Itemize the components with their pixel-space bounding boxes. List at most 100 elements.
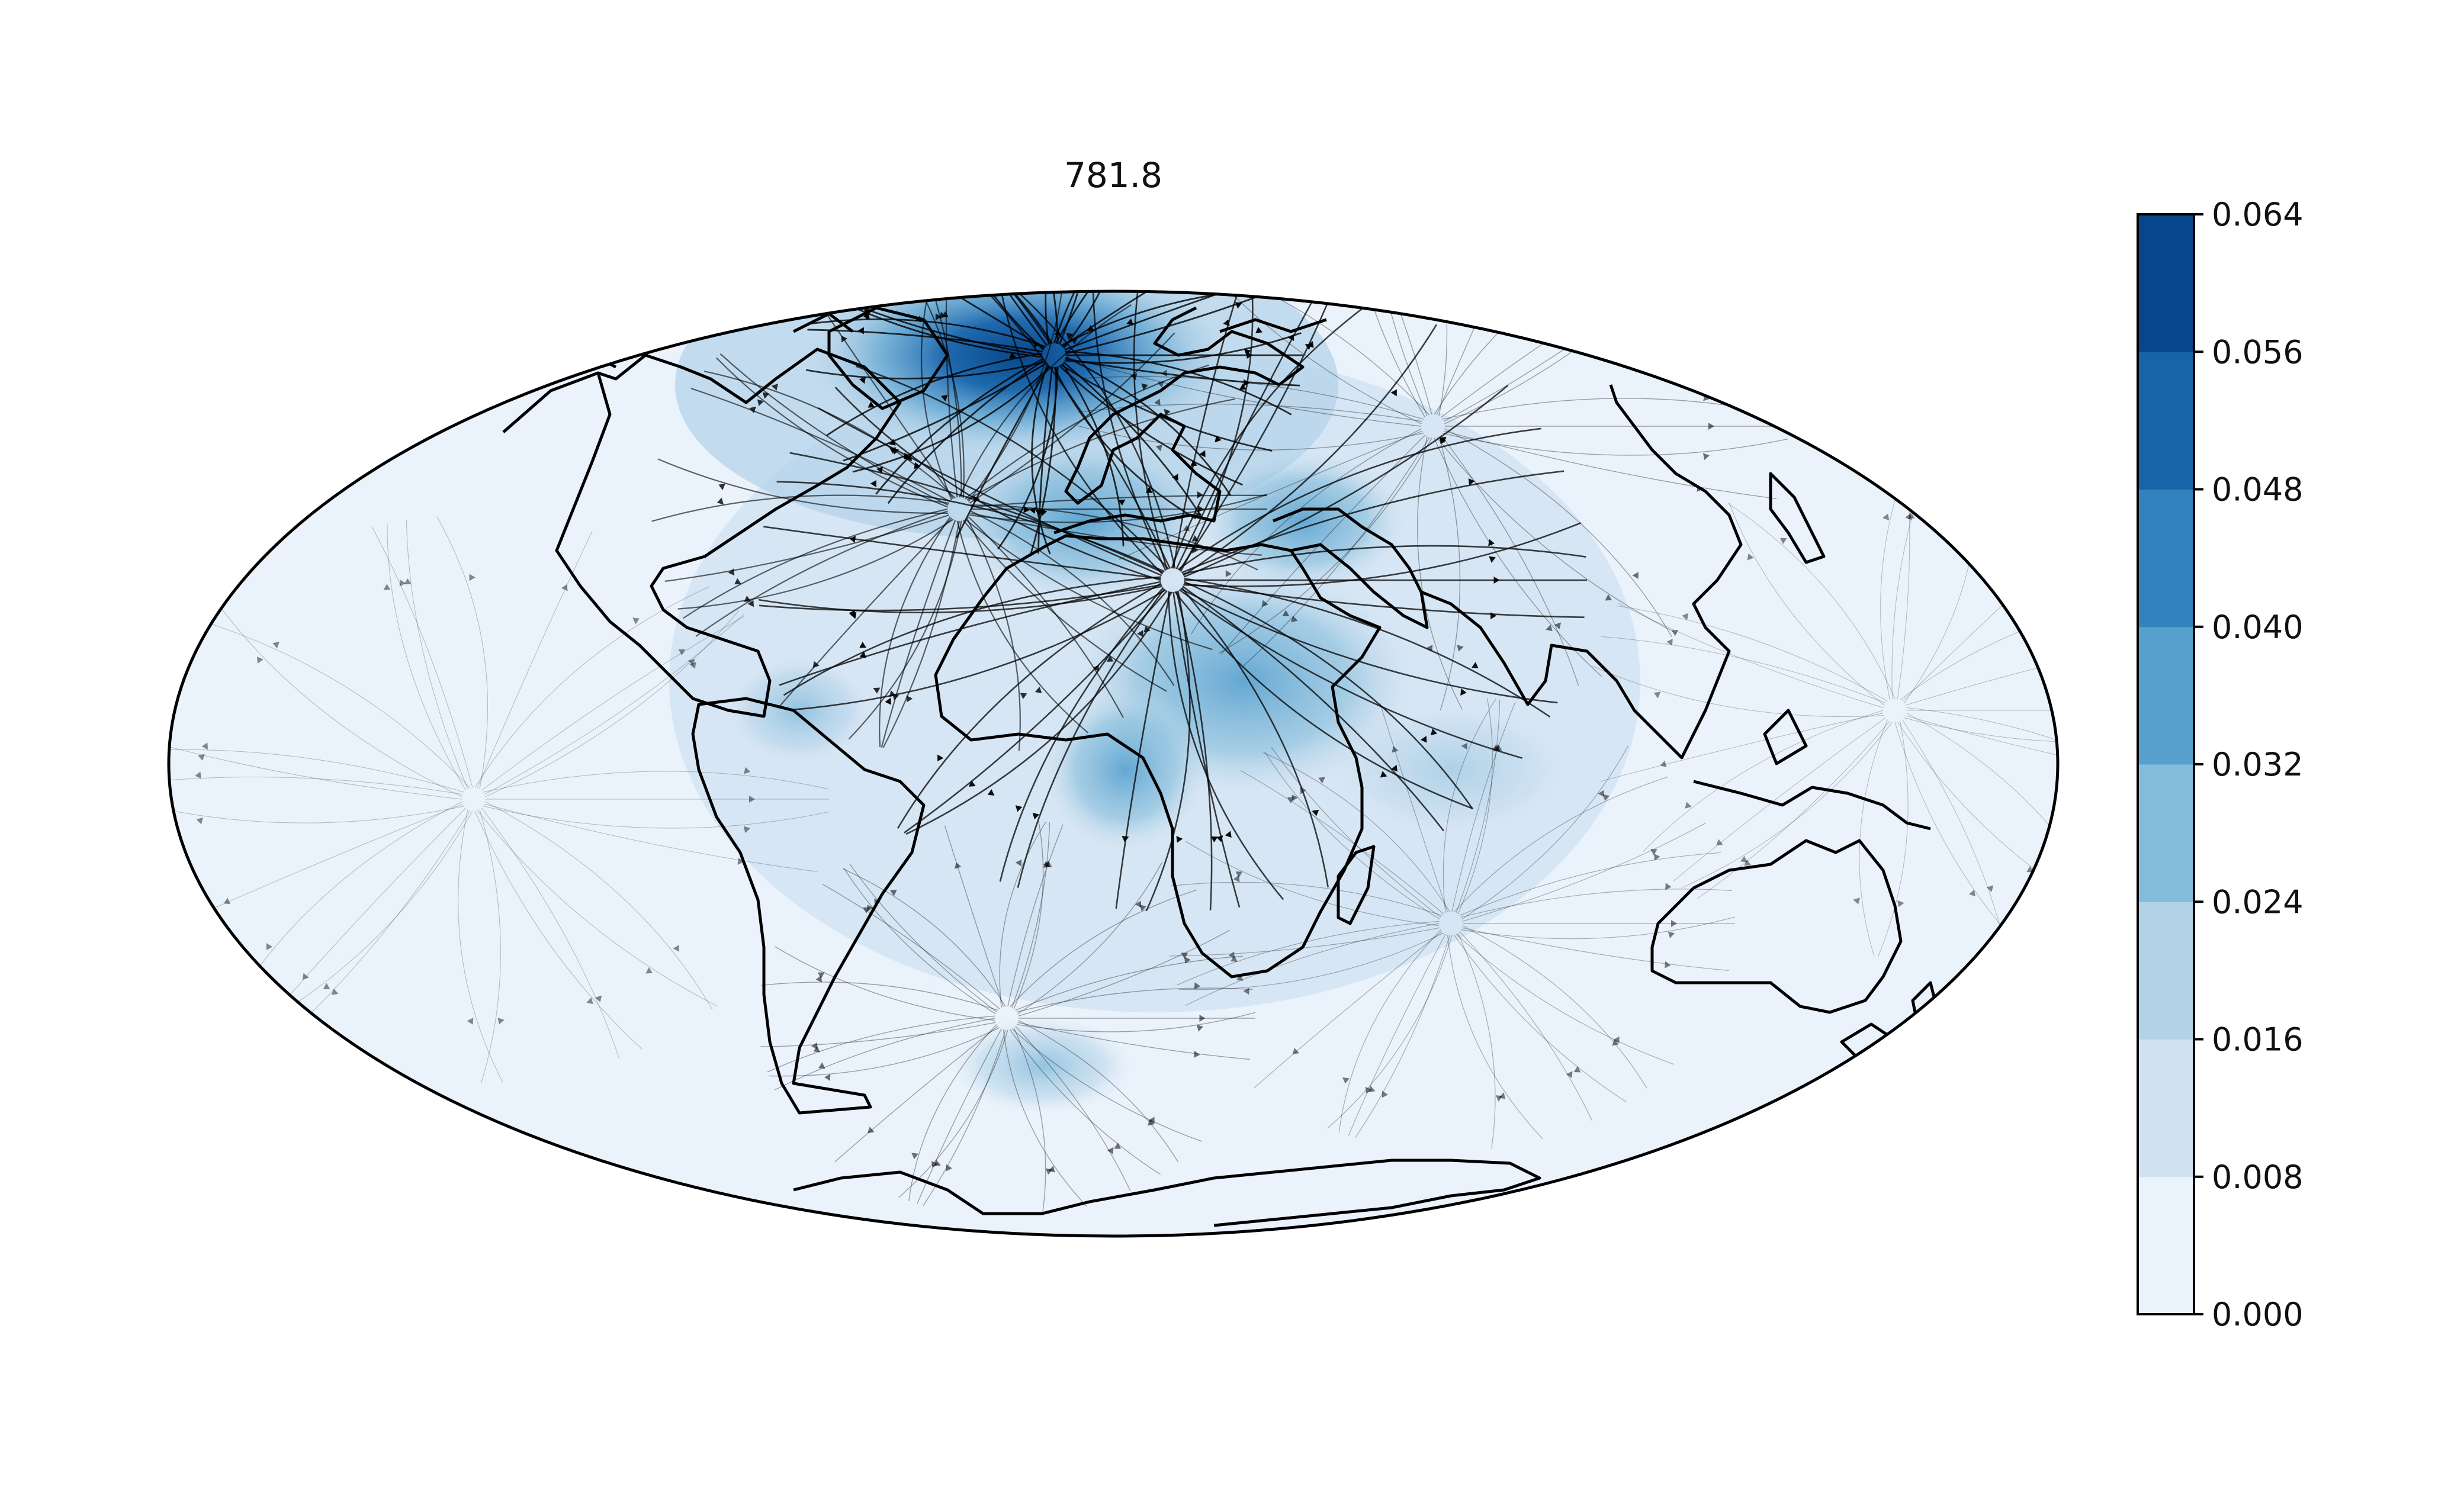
streamline-arrow-210 [1392,746,1399,753]
streamline-3 [1183,522,1581,587]
streamline-arrow-176 [954,862,962,869]
streamline-249 [485,610,740,797]
streamline-8 [1145,590,1191,912]
streamline-212 [1451,702,1516,912]
colorbar-band-7 [2138,214,2194,352]
streamline-arrow-189 [1668,931,1675,938]
streamline-arrow-123 [1632,572,1639,579]
streamline-arrow-47 [1137,630,1143,637]
streamline-271 [1727,503,1896,699]
streamline-263 [1600,712,1884,782]
streamline-arrow-87 [1118,499,1126,506]
streamline-arrow-156 [1107,1147,1114,1154]
streamline-arrow-116 [1227,291,1233,294]
streamline-168 [774,946,995,1021]
streamline-arrow-61 [728,568,735,576]
streamline-217 [1460,889,1732,918]
colorbar-band-2 [2138,902,2194,1040]
streamline-243 [474,586,710,788]
coast-africa [934,534,1382,979]
streamline-arrow-42 [1488,539,1495,546]
streamline-262 [1592,665,1885,717]
streamline-arrow-39 [1307,341,1314,348]
streamline-arrow-100 [904,452,911,460]
streamline-32 [855,365,1170,570]
streamline-arrow-155 [1196,1024,1204,1032]
streamline-arrow-88 [1215,435,1222,443]
streamline-arrow-193 [1573,1066,1581,1073]
streamline-arrow-200 [1342,1077,1350,1084]
streamline-arrow-246 [678,649,686,656]
streamline-132 [1416,436,1463,710]
streamline-arrow-74 [939,311,947,319]
streamline-arrow-163 [931,1161,938,1168]
streamline-191 [1457,932,1496,1149]
streamline-arrow-147 [1428,201,1434,208]
streamline-arrow-134 [1155,444,1162,452]
streamline-arrow-242 [399,580,406,587]
streamline-arrow-99 [914,462,921,469]
streamline-arrow-44 [1439,436,1447,443]
streamline-93 [1037,366,1053,554]
colorbar-label-1: 0.008 [2212,1159,2304,1196]
streamline-39 [1178,291,1339,571]
streamline-123 [1444,428,1672,637]
streamline-arrow-28 [876,466,884,474]
streamline-arrow-206 [1300,787,1306,794]
streamline-arrow-229 [332,988,339,995]
streamline-arrow-235 [198,754,205,761]
streamline-171 [843,867,996,1015]
streamline-arrow-65 [757,399,764,407]
streamline-arrow-113 [1144,215,1151,222]
streamline-154 [1017,1022,1250,1060]
streamline-202 [1186,841,1440,926]
streamline-arrow-146 [1521,211,1527,218]
streamline-237 [169,777,463,795]
streamline-arrow-85 [1244,349,1251,356]
streamline-arrow-130 [1282,610,1290,616]
streamline-106 [856,291,1045,349]
streamline-177 [842,868,1006,1007]
streamline-arrow-240 [404,578,412,585]
streamline-19 [759,585,1163,614]
streamline-arrow-15 [968,780,976,787]
streamline-arrow-236 [256,657,264,664]
streamline-arrow-226 [645,967,653,974]
streamline-182 [1015,955,1244,1011]
streamline-arrow-252 [2121,766,2128,773]
streamline-arrow-162 [1048,1166,1055,1173]
streamline-arrow-188 [1665,961,1671,968]
streamline-arrow-199 [1292,1047,1299,1055]
streamline-arrow-115 [1097,199,1104,205]
streamline-127 [1438,436,1461,711]
streamline-30 [1092,291,1167,571]
streamline-204 [1177,921,1440,986]
streamline-arrow-40 [1255,327,1262,333]
streamline-arrow-12 [987,789,995,796]
streamline-arrow-182 [1184,956,1191,964]
streamline-112 [1053,291,1157,344]
streamline-183 [1016,987,1253,1013]
streamline-71 [703,371,956,499]
streamline-arrow-251 [2065,839,2071,846]
streamline-arrow-63 [744,596,751,602]
streamline-70 [811,292,954,500]
streamline-108 [936,291,1048,346]
streamline-arrow-106 [895,258,902,264]
streamline-arrow-26 [889,447,897,454]
streamline-208 [1240,770,1444,915]
streamline-arrow-258 [1740,855,1747,863]
streamline-arrow-274 [2045,558,2052,565]
streamline-arrow-196 [1498,1092,1506,1099]
streamline-210 [1379,703,1448,912]
streamline-258 [1681,722,1893,889]
streamline-arrow-215 [1493,745,1501,752]
streamline-117 [1062,291,1250,348]
streamline-arrow-198 [1243,987,1249,995]
streamline-arrow-18 [1015,805,1023,812]
streamline-266 [1729,503,1885,706]
streamline-59 [777,517,952,709]
streamline-arrow-31 [1126,318,1134,326]
streamline-4 [1182,585,1444,832]
streamline-arrow-111 [942,224,949,230]
